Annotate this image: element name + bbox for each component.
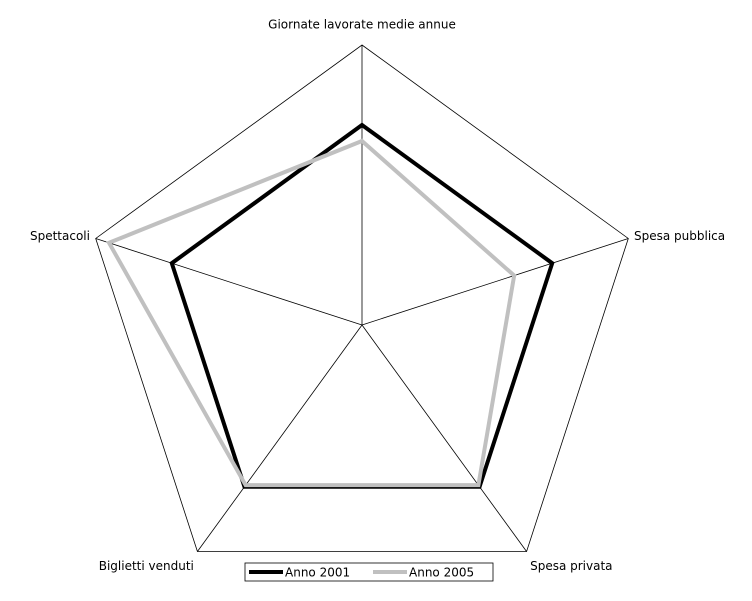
legend-label: Anno 2001 xyxy=(285,566,350,580)
axis-label: Spesa pubblica xyxy=(634,229,725,243)
axis-label: Giornate lavorate medie annue xyxy=(268,18,456,32)
spoke xyxy=(95,238,363,326)
spoke xyxy=(361,238,629,326)
axis-label: Spesa privata xyxy=(530,559,612,573)
legend-box xyxy=(244,562,494,582)
legend-label: Anno 2005 xyxy=(409,566,474,580)
legend: Anno 2001 Anno 2005 xyxy=(244,562,494,582)
axis-label: Biglietti venduti xyxy=(99,559,194,573)
series-line xyxy=(106,138,517,488)
spoke xyxy=(361,324,527,552)
spoke xyxy=(197,324,363,552)
grid-ring xyxy=(95,44,629,552)
axis-label: Spettacoli xyxy=(30,229,90,243)
